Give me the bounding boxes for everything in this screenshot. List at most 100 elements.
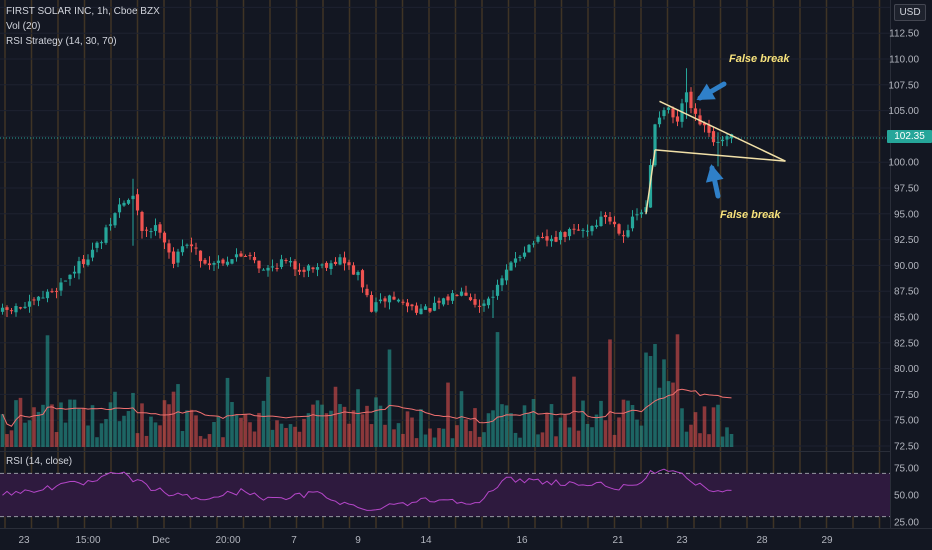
volume-bar	[153, 422, 158, 447]
legend-rsi[interactable]: RSI (14, close)	[6, 456, 73, 467]
candle-body	[477, 305, 482, 307]
candle-body	[149, 231, 153, 233]
price-axis[interactable]: 112.50110.00107.50105.00102.50100.0097.5…	[888, 29, 919, 453]
volume-bar	[158, 425, 162, 447]
volume-bar	[698, 433, 702, 447]
session-lines	[4, 0, 881, 528]
candle-body	[630, 216, 635, 229]
volume-bar	[86, 425, 90, 447]
wedge-impulse-line	[645, 149, 656, 214]
volume-bar	[549, 404, 554, 447]
volume-bar	[608, 339, 612, 447]
volume-bar	[333, 386, 338, 447]
candle-body	[603, 215, 608, 218]
volume-bar	[230, 402, 234, 447]
time-tick-label: 9	[355, 535, 361, 546]
candle-body	[621, 235, 626, 237]
candle-body	[9, 310, 14, 312]
candle-body	[54, 290, 59, 292]
candle-body	[144, 229, 149, 231]
candle-body	[284, 260, 288, 262]
volume-bar	[0, 414, 5, 447]
volume-bar	[522, 405, 527, 447]
volume-bar	[612, 434, 617, 447]
candle-body	[90, 249, 95, 258]
candle-body	[81, 259, 86, 265]
candle-body	[671, 108, 675, 118]
candle-body	[581, 229, 585, 231]
volume-bar	[315, 400, 320, 447]
volume-bar	[545, 412, 549, 447]
candle-body	[347, 262, 351, 266]
candle-body	[419, 308, 423, 315]
candle-body	[180, 246, 185, 253]
volume-bar	[392, 429, 396, 447]
volume-bar	[396, 423, 401, 447]
volume-bar	[630, 404, 635, 447]
last-price-label: 102.35	[887, 130, 932, 143]
time-axis[interactable]: 23 15:00 Dec 20:00 7 9 14 16 21 23 28 29	[18, 535, 833, 546]
volume-bar	[221, 437, 225, 447]
volume-bar	[140, 403, 144, 447]
price-tick-label: 95.00	[894, 209, 919, 220]
volume-bar	[135, 433, 140, 447]
candle-body	[59, 282, 63, 291]
volume-bar	[621, 399, 626, 447]
rsi-tick-label: 75.00	[894, 464, 919, 475]
volume-bar	[252, 431, 257, 447]
legend-strategy[interactable]: RSI Strategy (14, 30, 70)	[6, 36, 117, 47]
candle-body	[158, 224, 162, 233]
volume-bar	[54, 432, 59, 447]
wedge-upper-line	[659, 100, 786, 162]
volume-bar	[689, 424, 693, 447]
volume-bar	[482, 432, 486, 447]
rsi-axis[interactable]: 75.00 50.00 25.00	[894, 464, 919, 529]
candle-body	[167, 243, 171, 253]
volume-bar	[464, 419, 468, 447]
candle-body	[135, 194, 140, 211]
volume-bar	[599, 400, 603, 447]
volume-bar	[279, 423, 284, 447]
time-tick-label: 23	[676, 535, 688, 546]
volume-bars	[0, 332, 734, 447]
volume-bar	[369, 424, 374, 447]
volume-bar	[581, 400, 585, 447]
candle-body	[212, 262, 216, 265]
candle-body	[171, 251, 176, 264]
price-tick-label: 82.50	[894, 338, 919, 349]
time-tick-label: 20:00	[215, 535, 240, 546]
candle-body	[428, 308, 432, 312]
currency-badge[interactable]: USD	[894, 4, 926, 21]
volume-bar	[428, 428, 432, 447]
volume-bar	[540, 432, 545, 447]
candle-body	[554, 236, 558, 242]
candle-body	[63, 280, 68, 282]
candle-body	[459, 291, 464, 296]
volume-bar	[626, 400, 630, 447]
volume-bar	[473, 408, 477, 447]
volume-bar	[491, 410, 495, 447]
candle-body	[329, 263, 333, 269]
candle-body	[131, 195, 135, 200]
legend-symbol[interactable]: FIRST SOLAR INC, 1h, Cboe BZX	[6, 6, 160, 17]
volume-bar	[558, 417, 563, 447]
candle-body	[594, 225, 599, 227]
price-tick-label: 97.50	[894, 184, 919, 195]
candle-body	[252, 256, 257, 261]
price-tick-label: 110.00	[889, 55, 919, 66]
legend-volume[interactable]: Vol (20)	[6, 21, 41, 32]
candle-body	[513, 258, 518, 263]
candle-body	[225, 261, 230, 265]
volume-bar	[594, 414, 599, 447]
candle-body	[693, 108, 698, 114]
volume-ma-line	[2, 388, 732, 427]
volume-bar	[707, 434, 711, 447]
candle-body	[351, 265, 356, 275]
candle-body	[504, 269, 509, 281]
volume-bar	[27, 420, 32, 447]
candle-body	[437, 300, 441, 303]
candle-body	[189, 244, 194, 247]
volume-bar	[194, 415, 198, 447]
volume-bar	[302, 418, 306, 447]
